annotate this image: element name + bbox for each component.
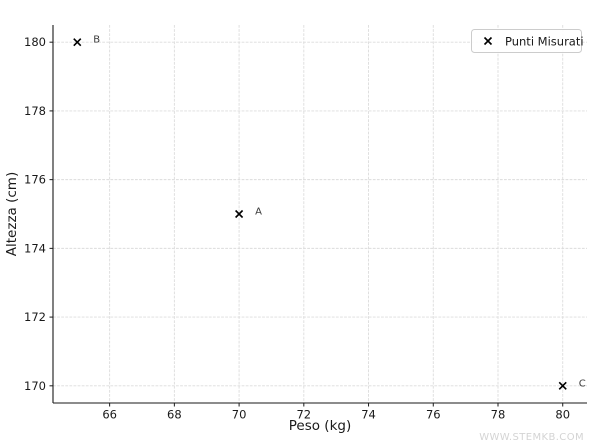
data-point-label: A <box>255 207 262 218</box>
plot-content: 66 68 70 72 74 76 78 80 170 172 174 176 178 180 B A C <box>24 25 587 421</box>
y-axis-label: Altezza (cm) <box>4 172 20 256</box>
data-point-marker <box>73 38 82 47</box>
x-tick-label: 74 <box>361 407 376 421</box>
y-tick-label: 180 <box>24 35 46 49</box>
watermark: WWW.STEMKB.COM <box>479 432 584 443</box>
y-tick-label: 178 <box>24 104 46 118</box>
x-tick-label: 80 <box>555 407 570 421</box>
data-point-label: B <box>93 35 100 46</box>
x-tick-label: 68 <box>167 407 182 421</box>
x-tick-label: 78 <box>491 407 506 421</box>
y-tick-label: 176 <box>24 173 46 187</box>
legend-marker-x-icon <box>483 36 493 46</box>
legend: Punti Misurati <box>471 29 584 53</box>
y-tick-label: 172 <box>24 310 46 324</box>
legend-label: Punti Misurati <box>505 35 584 49</box>
x-tick-label: 72 <box>296 407 311 421</box>
data-point-label: C <box>579 378 586 389</box>
x-axis-label: Peso (kg) <box>289 418 351 434</box>
x-tick-label: 66 <box>102 407 117 421</box>
x-tick-label: 76 <box>426 407 441 421</box>
data-point-marker <box>558 381 567 390</box>
x-tick-label: 70 <box>232 407 247 421</box>
data-point-marker <box>235 209 244 219</box>
y-tick-label: 170 <box>24 379 46 393</box>
legend-box <box>471 29 582 53</box>
y-tick-label: 174 <box>24 241 46 255</box>
